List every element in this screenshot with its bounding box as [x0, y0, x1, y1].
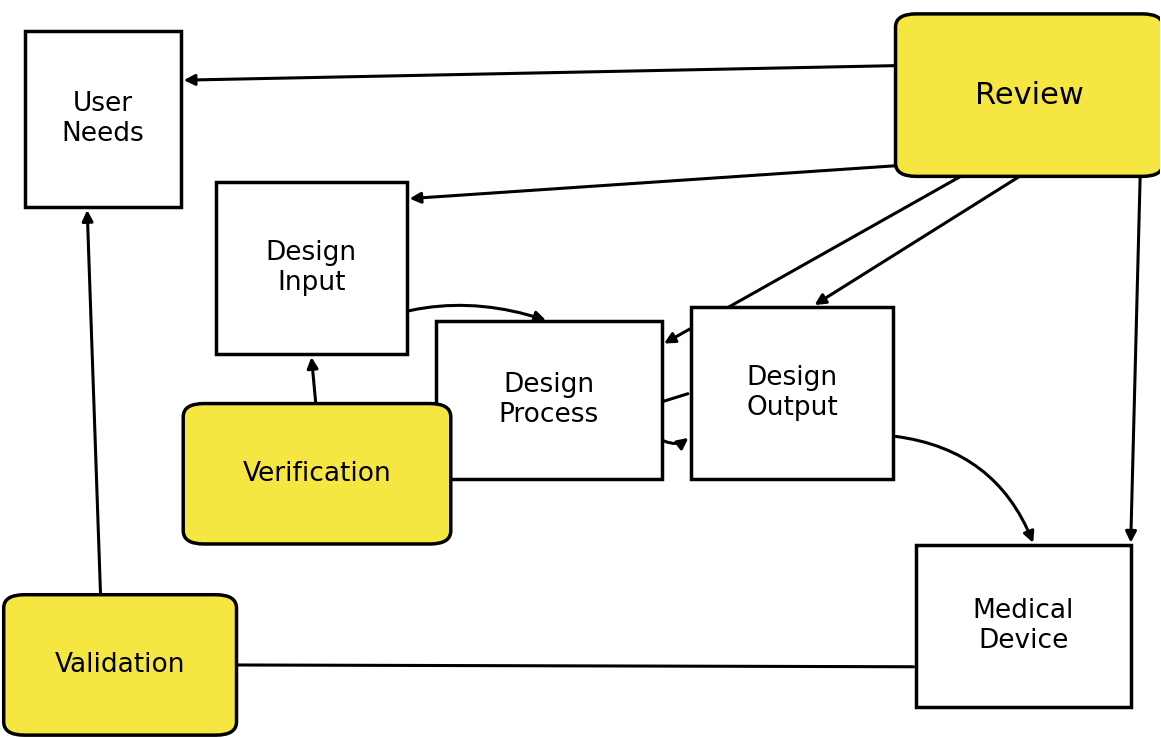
- Text: Verification: Verification: [243, 461, 391, 487]
- Text: Design
Process: Design Process: [498, 372, 599, 428]
- FancyBboxPatch shape: [24, 31, 181, 207]
- FancyBboxPatch shape: [916, 545, 1131, 707]
- Text: User
Needs: User Needs: [62, 91, 144, 147]
- FancyBboxPatch shape: [3, 595, 237, 735]
- FancyBboxPatch shape: [435, 321, 662, 479]
- FancyBboxPatch shape: [183, 404, 450, 544]
- FancyBboxPatch shape: [216, 182, 406, 354]
- Text: Medical
Device: Medical Device: [973, 599, 1074, 655]
- Text: Design
Output: Design Output: [747, 365, 838, 421]
- Text: Review: Review: [975, 80, 1083, 110]
- Text: Validation: Validation: [55, 652, 186, 678]
- Text: Design
Input: Design Input: [266, 240, 356, 296]
- FancyBboxPatch shape: [895, 14, 1161, 176]
- FancyBboxPatch shape: [691, 306, 893, 479]
